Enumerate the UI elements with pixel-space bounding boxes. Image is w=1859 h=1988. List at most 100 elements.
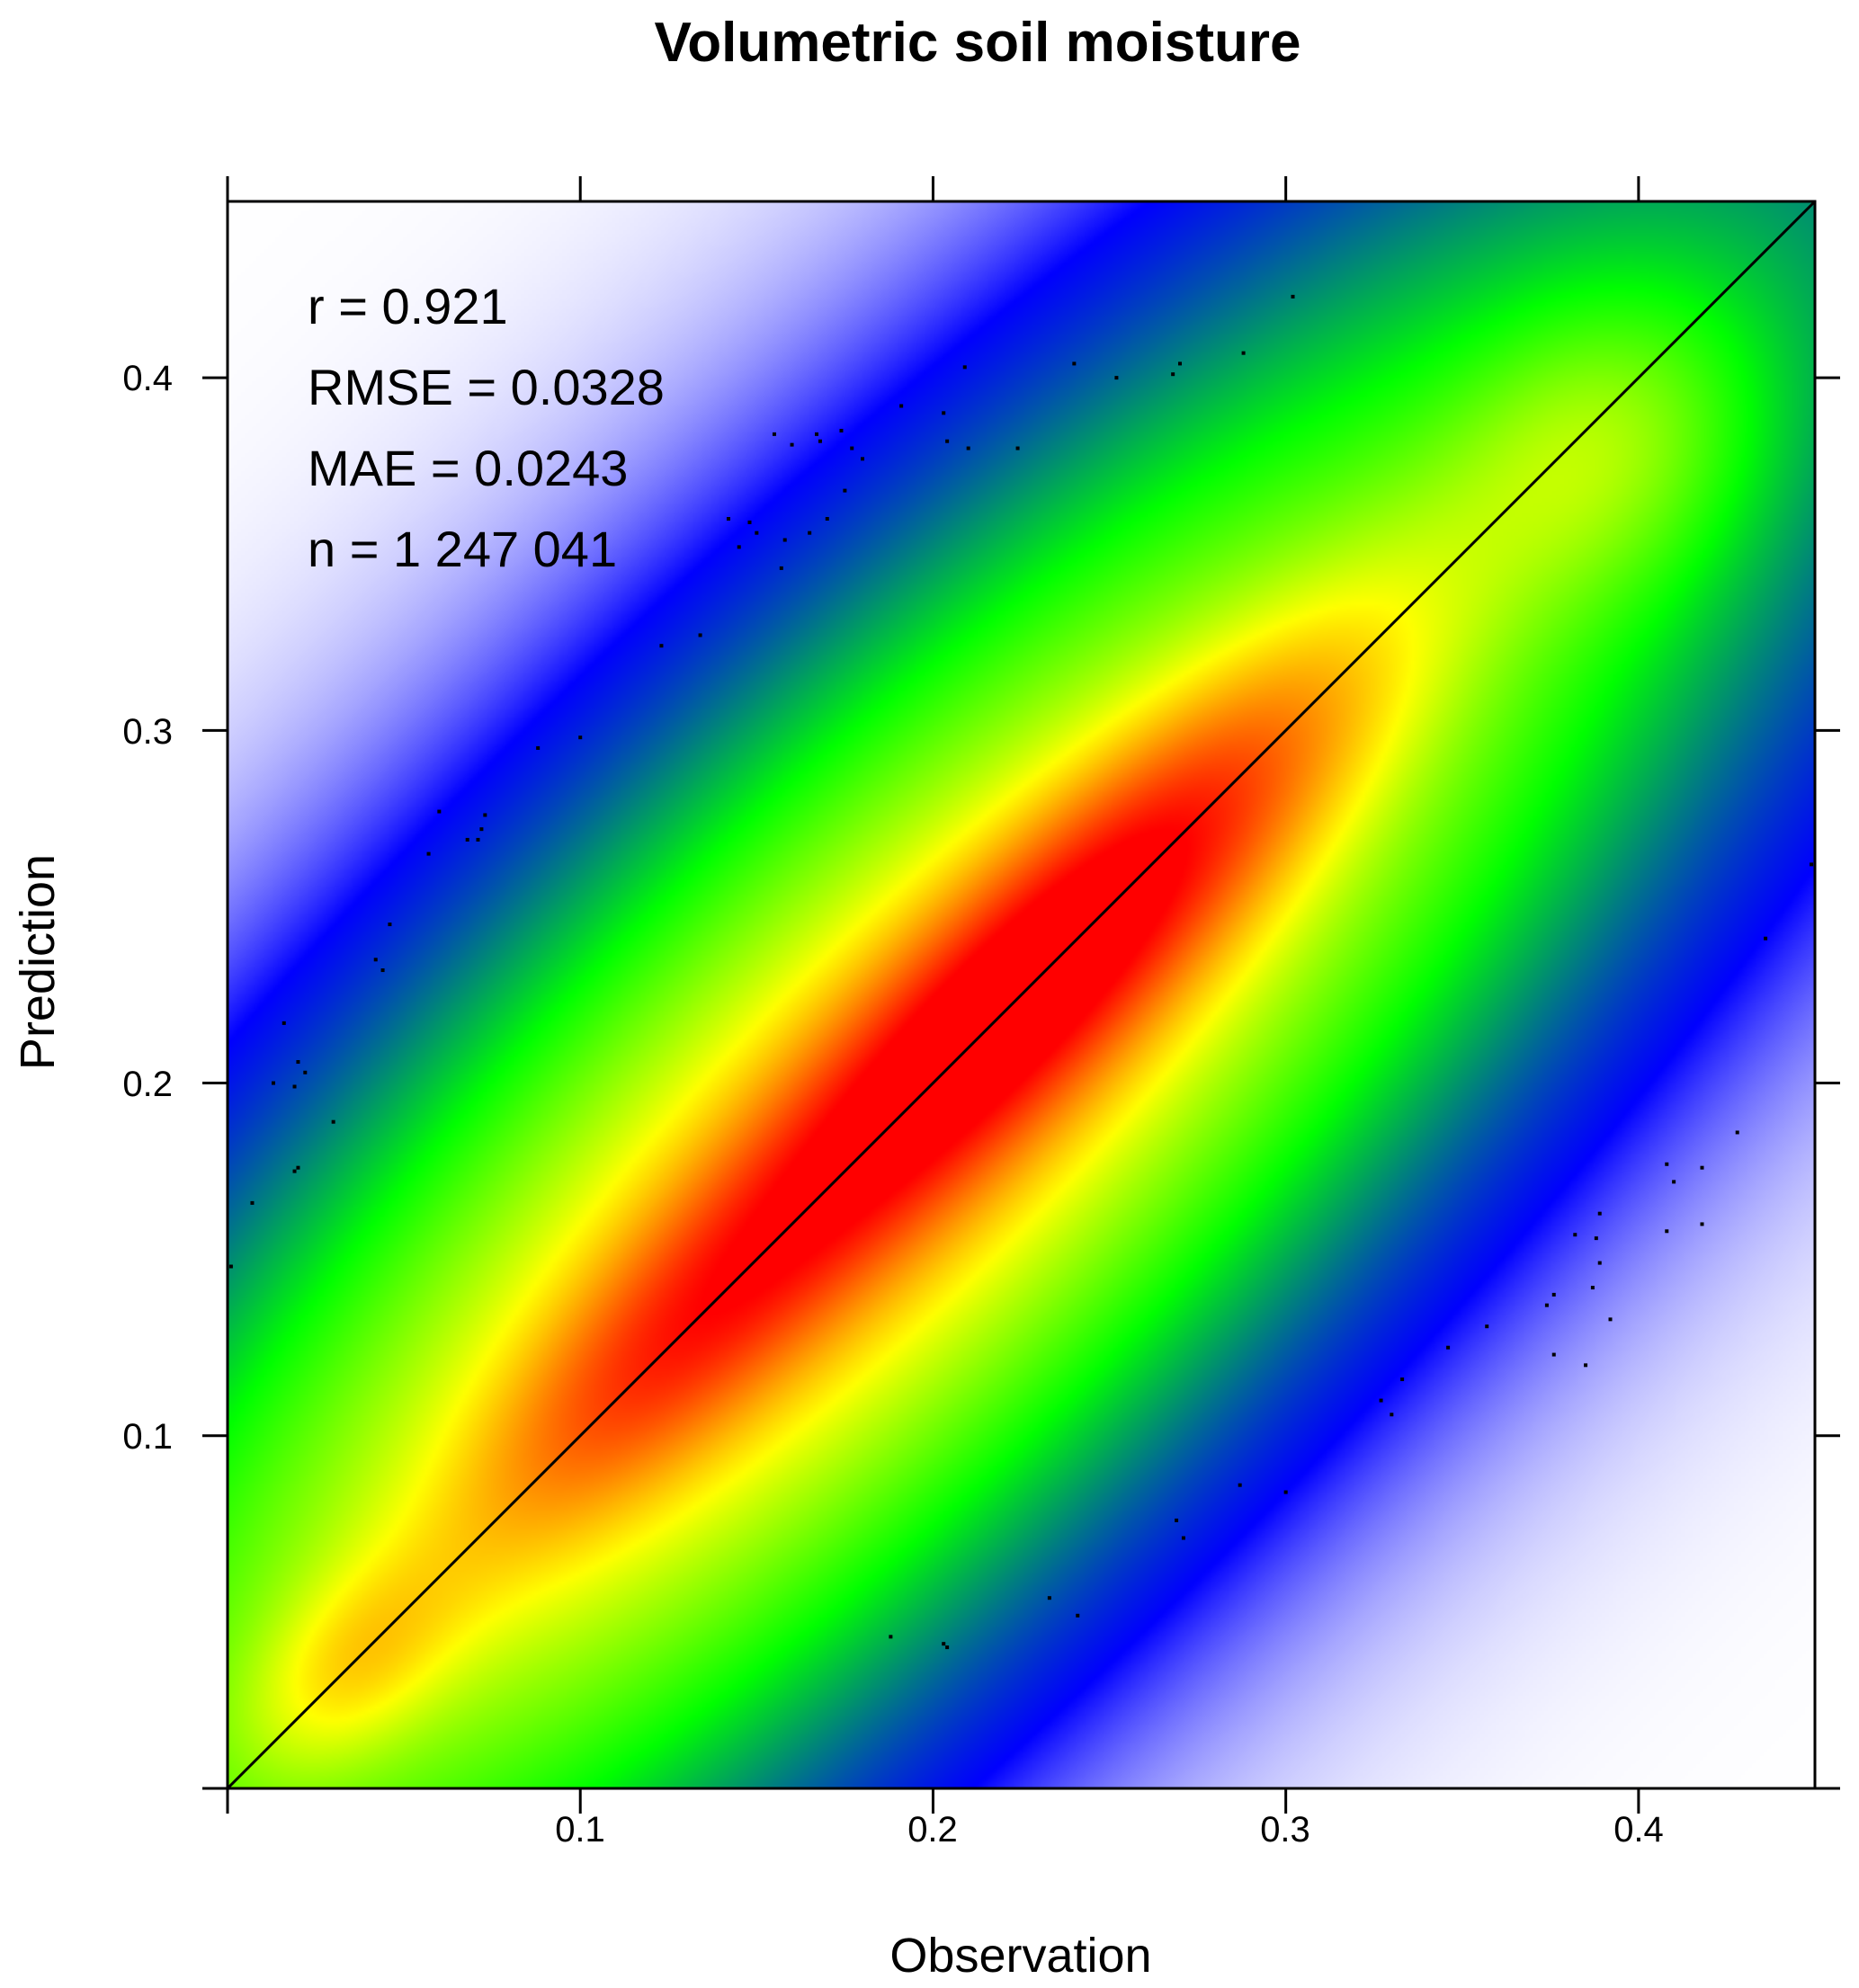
outlier-point — [271, 1081, 275, 1085]
y-tick-label: 0.2 — [122, 1065, 173, 1104]
outlier-point — [966, 446, 970, 450]
outlier-point — [282, 1021, 286, 1025]
outlier-point — [228, 1264, 233, 1269]
outlier-point — [1072, 361, 1077, 366]
outlier-point — [479, 827, 484, 832]
outlier-point — [1446, 1345, 1451, 1350]
outlier-point — [772, 432, 776, 436]
outlier-point — [380, 968, 385, 973]
outlier-point — [755, 530, 759, 535]
x-tick-label: 0.1 — [555, 1810, 605, 1850]
outlier-point — [1485, 1324, 1489, 1329]
outlier-point — [1047, 1596, 1051, 1600]
outlier-point — [1584, 1363, 1588, 1368]
outlier-point — [465, 837, 469, 842]
outlier-point — [843, 488, 847, 493]
outlier-point — [1076, 1613, 1080, 1618]
outlier-point — [1171, 372, 1175, 377]
outlier-point — [1573, 1233, 1577, 1237]
outlier-point — [331, 1119, 335, 1124]
y-tick-label: 0.4 — [122, 359, 173, 398]
outlier-point — [737, 545, 741, 549]
outlier-point — [1544, 1303, 1549, 1307]
outlier-point — [659, 644, 664, 648]
outlier-point — [292, 1084, 297, 1089]
outlier-point — [850, 446, 854, 450]
outlier-point — [296, 1165, 300, 1170]
outlier-point — [726, 517, 730, 521]
outlier-point — [373, 958, 378, 962]
outlier-point — [1241, 351, 1246, 355]
outlier-point — [426, 851, 431, 856]
outlier-point — [1665, 1229, 1669, 1234]
outlier-point — [1700, 1222, 1704, 1226]
outlier-point — [945, 1645, 950, 1650]
outlier-point — [296, 1060, 300, 1065]
outlier-point — [782, 538, 787, 542]
outlier-point — [945, 439, 950, 443]
outlier-point — [1608, 1317, 1613, 1322]
axis-ticks — [202, 176, 1840, 1814]
outlier-point — [1114, 376, 1119, 380]
stat-rmse: RMSE = 0.0328 — [308, 359, 665, 415]
outlier-point — [250, 1200, 255, 1205]
outlier-point — [815, 432, 819, 436]
outlier-point — [899, 404, 904, 408]
outlier-point — [1181, 1536, 1185, 1540]
outlier-point — [942, 411, 946, 415]
outlier-point — [1400, 1377, 1405, 1382]
outlier-point — [1238, 1483, 1242, 1487]
outlier-point — [1810, 862, 1814, 867]
x-tick-label: 0.4 — [1613, 1810, 1664, 1850]
y-tick-label: 0.1 — [122, 1417, 173, 1457]
outlier-point — [779, 566, 783, 570]
outlier-point — [1551, 1352, 1556, 1357]
outlier-point — [1735, 1130, 1739, 1135]
outlier-point — [962, 365, 967, 370]
outlier-point — [1764, 936, 1768, 941]
outlier-point — [1590, 1286, 1595, 1290]
outlier-point — [808, 530, 812, 535]
stat-n: n = 1 247 041 — [308, 521, 617, 577]
outlier-point — [825, 517, 829, 521]
outlier-point — [1390, 1413, 1394, 1417]
outlier-point — [1291, 294, 1295, 299]
outlier-point — [1665, 1162, 1669, 1166]
outlier-point — [437, 809, 442, 814]
outlier-point — [839, 428, 844, 432]
outlier-point — [818, 439, 822, 443]
x-axis-label: Observation — [889, 1929, 1151, 1983]
outlier-point — [1594, 1236, 1598, 1241]
chart-title: Volumetric soil moisture — [655, 12, 1301, 74]
stat-r: r = 0.921 — [308, 278, 508, 334]
outlier-points — [228, 294, 1814, 1650]
outlier-point — [889, 1635, 893, 1639]
outlier-point — [1283, 1490, 1288, 1494]
outlier-point — [698, 633, 702, 637]
outlier-point — [388, 923, 392, 927]
outlier-point — [790, 442, 794, 447]
outlier-point — [861, 457, 864, 461]
outlier-point — [483, 813, 487, 817]
outlier-point — [536, 745, 541, 750]
plot-frame — [226, 200, 1817, 1790]
outlier-point — [1672, 1180, 1676, 1184]
outlier-point — [1178, 361, 1182, 366]
x-tick-label: 0.3 — [1260, 1810, 1310, 1850]
outlier-point — [942, 1642, 946, 1646]
outlier-point — [747, 520, 752, 524]
outlier-point — [1597, 1211, 1602, 1216]
y-axis-label: Prediction — [11, 854, 65, 1070]
outlier-point — [1700, 1165, 1704, 1170]
outlier-point — [1379, 1398, 1383, 1403]
outlier-point — [476, 837, 480, 842]
x-tick-label: 0.2 — [907, 1810, 958, 1850]
outlier-point — [578, 735, 583, 740]
y-tick-label: 0.3 — [122, 712, 173, 752]
one-to-one-line — [226, 200, 1817, 1790]
outlier-point — [1015, 446, 1020, 450]
outlier-point — [1551, 1292, 1556, 1297]
outlier-point — [1597, 1261, 1602, 1265]
outlier-point — [292, 1169, 297, 1173]
